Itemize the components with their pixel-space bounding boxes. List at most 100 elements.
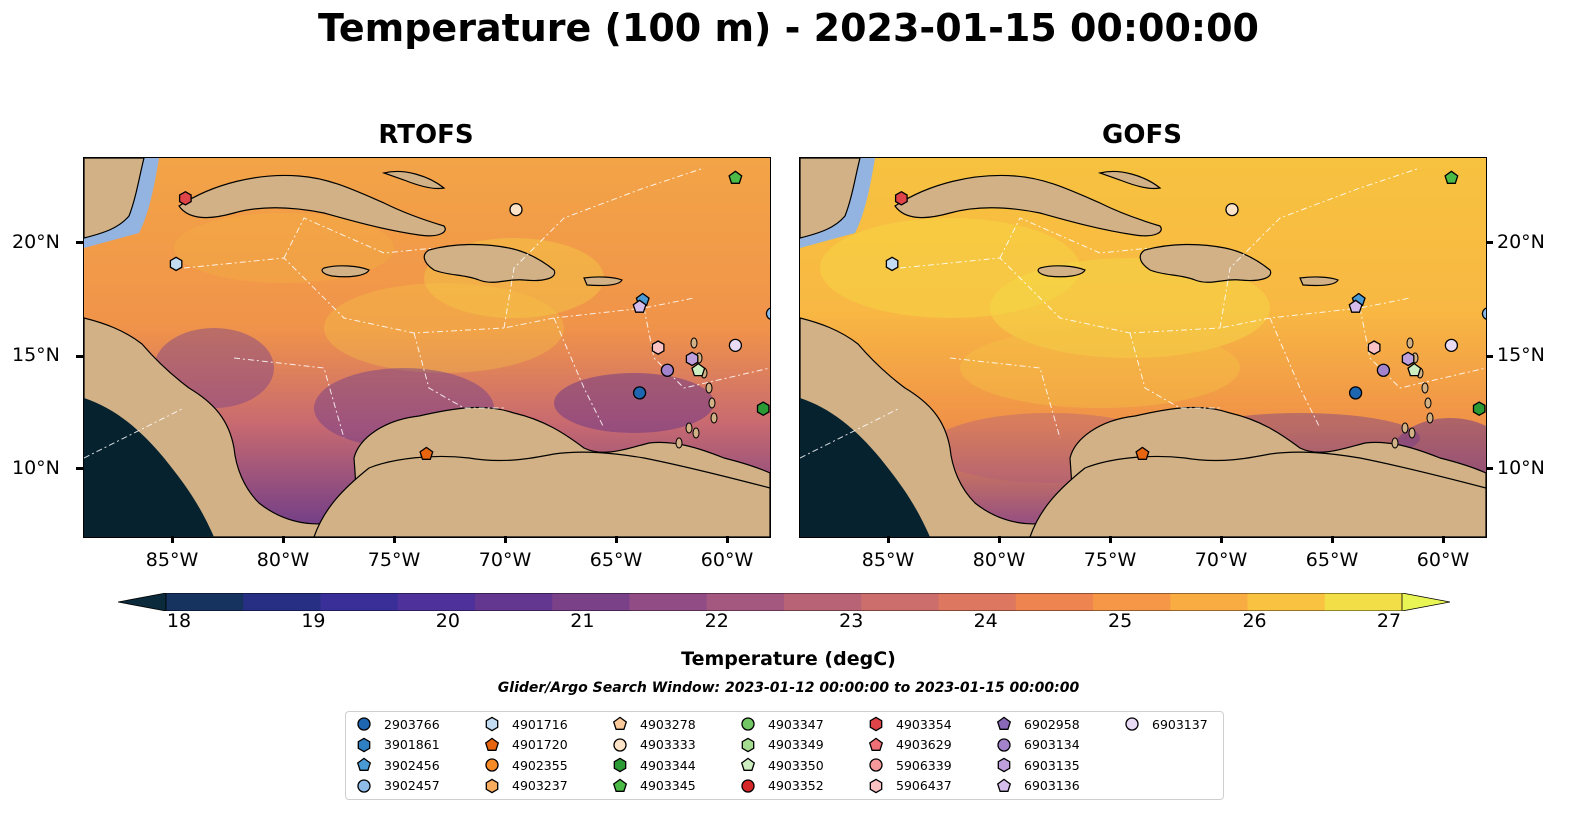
legend-marker-icon xyxy=(869,758,883,772)
legend-marker-icon xyxy=(485,716,499,732)
legend-label: 4903350 xyxy=(768,757,824,773)
legend-label: 6903134 xyxy=(1024,737,1080,752)
legend-item: 3902456 xyxy=(356,755,440,775)
island xyxy=(690,337,698,349)
xtick-rtofs-85w: 85°W xyxy=(145,549,199,571)
legend-label: 4903344 xyxy=(640,757,696,773)
float-marker-4901720 xyxy=(1135,446,1150,460)
legend-item: 6903134 xyxy=(996,735,1080,755)
jamaica-land xyxy=(1037,265,1086,278)
legend-label: 6903136 xyxy=(1024,778,1080,793)
legend-item: 4903347 xyxy=(740,714,824,734)
float-legend: 2903766 3901861 3902456 3902457 4901716 49017… xyxy=(345,711,1224,800)
xtick-rtofs-70w: 70°W xyxy=(478,549,532,571)
legend-marker-icon xyxy=(612,716,628,730)
temperature-anomaly xyxy=(820,218,1080,318)
float-marker-4903345 xyxy=(1444,170,1459,184)
float-marker-6903134 xyxy=(1376,363,1391,377)
legend-item: 4903345 xyxy=(612,776,696,796)
island xyxy=(708,397,716,409)
tick-mark xyxy=(504,536,507,543)
tick-mark xyxy=(1442,536,1445,543)
legend-label: 4903629 xyxy=(896,737,952,752)
float-marker-4903354 xyxy=(178,190,192,206)
eez-boundary xyxy=(1129,332,1220,409)
hispaniola-land xyxy=(1139,243,1272,283)
panel-title-rtofs: RTOFS xyxy=(378,120,474,150)
island xyxy=(705,382,713,394)
legend-marker-icon xyxy=(1125,717,1139,731)
legend-marker-icon xyxy=(612,778,628,792)
pacific-ocean xyxy=(800,398,930,537)
float-marker-4903350 xyxy=(691,362,706,377)
legend-item: 4903278 xyxy=(612,714,696,734)
legend-item: 4903349 xyxy=(740,735,824,755)
eez-boundary xyxy=(183,257,695,334)
float-marker-4903345 xyxy=(728,170,743,184)
ytick-right-20n: 20°N xyxy=(1497,231,1545,253)
legend-marker-icon xyxy=(996,716,1012,730)
legend-marker-icon xyxy=(484,737,500,751)
figure-title: Temperature (100 m) - 2023-01-15 00:00:0… xyxy=(317,6,1259,50)
legend-label: 4903352 xyxy=(768,778,824,793)
colorbar-bin xyxy=(861,593,940,611)
legend-label: 4901716 xyxy=(512,716,568,732)
cuba-land xyxy=(894,174,1162,237)
legend-marker-icon xyxy=(357,737,371,752)
float-marker-4903344 xyxy=(1472,401,1486,417)
float-marker-3902457 xyxy=(765,307,770,320)
colorbar-bin xyxy=(706,593,785,611)
float-marker-5906437 xyxy=(651,340,665,355)
pacific-ocean xyxy=(84,398,214,537)
legend-marker-icon xyxy=(741,717,755,731)
map-panel-rtofs xyxy=(83,157,771,538)
float-marker-4901716 xyxy=(169,256,183,272)
tick-mark xyxy=(998,536,1001,543)
tick-mark xyxy=(726,536,729,543)
ytick-right-10n: 10°N xyxy=(1497,457,1545,479)
search-window-text: Glider/Argo Search Window: 2023-01-12 00… xyxy=(497,680,1080,696)
legend-item: 4903350 xyxy=(740,755,824,775)
colorbar-bin xyxy=(397,593,476,611)
tick-mark xyxy=(282,536,285,543)
colorbar-bin xyxy=(1324,593,1403,611)
south-america-land xyxy=(1029,451,1486,537)
legend-item: 4903629 xyxy=(868,735,952,755)
float-marker-6903136 xyxy=(632,299,647,313)
tick-mark xyxy=(393,536,396,543)
xtick-gofs-65w: 65°W xyxy=(1305,549,1359,571)
bahamas-land xyxy=(381,170,446,190)
legend-item: 5906437 xyxy=(868,776,952,796)
colorbar-bin xyxy=(629,593,708,611)
legend-marker-icon xyxy=(997,737,1011,752)
tick-mark xyxy=(76,241,83,244)
float-marker-6903135 xyxy=(1401,351,1415,367)
legend-marker-icon xyxy=(357,778,371,793)
tick-mark xyxy=(1486,355,1493,358)
colorbar-tick-label: 19 xyxy=(301,610,326,632)
colorbar-extend-low xyxy=(118,593,167,611)
tick-mark xyxy=(1486,467,1493,470)
legend-marker-icon xyxy=(869,778,883,793)
colorbar-tick-label: 18 xyxy=(166,610,192,632)
legend-label: 6903135 xyxy=(1024,757,1080,773)
legend-item: 4903354 xyxy=(868,714,952,734)
legend-item: 6902958 xyxy=(996,714,1080,734)
legend-item: 4903237 xyxy=(484,776,568,796)
tick-mark xyxy=(171,536,174,543)
colorbar-frame xyxy=(165,593,1403,611)
colorbar-bin xyxy=(243,593,322,611)
legend-label: 4903347 xyxy=(768,716,824,732)
eez-boundary xyxy=(1219,167,1421,329)
colorbar-bin xyxy=(1093,593,1171,611)
legend-marker-icon xyxy=(357,717,371,731)
colorbar-label: Temperature (degC) xyxy=(681,648,896,670)
legend-marker-icon xyxy=(741,778,755,793)
float-marker-4903344 xyxy=(756,401,770,417)
float-marker-6903136 xyxy=(1348,299,1363,313)
legend-marker-icon xyxy=(613,757,627,773)
xtick-gofs-80w: 80°W xyxy=(972,549,1026,571)
colorbar-bin xyxy=(938,593,1017,611)
colorbar-bin xyxy=(552,593,631,611)
colorbar-tick-label: 20 xyxy=(435,610,460,632)
